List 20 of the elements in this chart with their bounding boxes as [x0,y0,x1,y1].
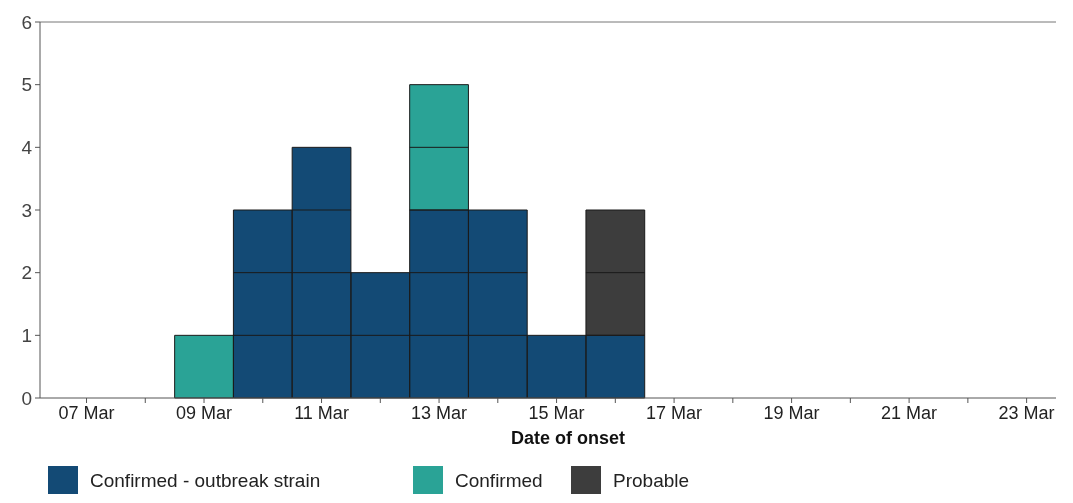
y-tick-label: 3 [21,199,32,221]
y-tick-label: 5 [21,74,32,96]
y-tick-label: 0 [21,387,32,409]
legend-label: Confirmed [455,470,543,491]
x-tick-label: 17 Mar [646,403,703,423]
y-tick-label: 4 [21,136,33,158]
legend-label: Confirmed - outbreak strain [90,470,321,491]
x-tick-label: 23 Mar [998,403,1055,423]
legend-label: Probable [613,470,690,491]
x-tick-label: 07 Mar [58,403,115,423]
y-tick-label: 6 [21,11,32,33]
x-tick-label: 19 Mar [763,403,820,423]
x-tick-label: 09 Mar [176,403,233,423]
x-tick-label: 21 Mar [881,403,938,423]
y-tick-label: 1 [21,324,32,346]
x-tick-label: 11 Mar [294,403,349,423]
x-tick-label: 15 Mar [528,403,585,423]
x-axis-title: Date of onset [510,428,626,448]
x-tick-label: 13 Mar [411,403,468,423]
y-tick-label: 2 [21,262,32,284]
